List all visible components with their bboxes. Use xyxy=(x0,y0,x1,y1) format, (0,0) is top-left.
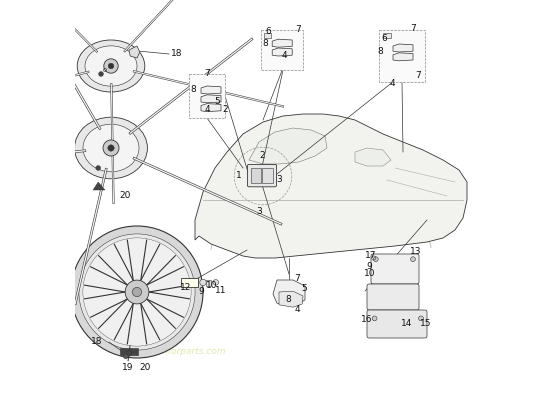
Text: 7: 7 xyxy=(204,70,210,78)
Circle shape xyxy=(98,72,103,76)
Text: 7: 7 xyxy=(415,72,421,80)
Bar xyxy=(262,168,273,183)
Text: 1: 1 xyxy=(236,171,242,180)
Circle shape xyxy=(419,316,424,321)
Circle shape xyxy=(79,234,195,350)
Text: 16: 16 xyxy=(361,316,373,324)
FancyBboxPatch shape xyxy=(261,30,303,70)
Ellipse shape xyxy=(77,40,145,92)
Text: 20: 20 xyxy=(139,364,151,372)
Ellipse shape xyxy=(85,46,137,86)
Text: 3: 3 xyxy=(276,176,282,184)
Circle shape xyxy=(71,226,203,358)
Text: 2: 2 xyxy=(259,152,265,160)
FancyBboxPatch shape xyxy=(189,74,225,118)
Text: 4: 4 xyxy=(204,106,210,114)
Polygon shape xyxy=(129,46,140,58)
Circle shape xyxy=(108,145,114,151)
FancyBboxPatch shape xyxy=(371,254,419,284)
Bar xyxy=(264,33,271,38)
Bar xyxy=(251,168,261,183)
Text: 4: 4 xyxy=(282,51,288,60)
Text: 8: 8 xyxy=(286,295,292,304)
Polygon shape xyxy=(195,114,467,258)
Ellipse shape xyxy=(75,117,147,179)
Bar xyxy=(181,278,198,287)
Text: 5: 5 xyxy=(214,98,220,106)
Polygon shape xyxy=(393,44,413,52)
Circle shape xyxy=(104,59,118,73)
Text: 9: 9 xyxy=(198,287,204,296)
Polygon shape xyxy=(201,86,221,94)
Text: 4: 4 xyxy=(389,79,395,88)
Polygon shape xyxy=(355,148,391,166)
FancyBboxPatch shape xyxy=(379,30,425,82)
Circle shape xyxy=(123,354,128,359)
Circle shape xyxy=(200,279,206,286)
Text: 8: 8 xyxy=(262,39,268,48)
Text: 7: 7 xyxy=(410,24,416,33)
Text: 2: 2 xyxy=(222,106,228,114)
Polygon shape xyxy=(272,39,292,47)
Circle shape xyxy=(133,287,141,297)
Circle shape xyxy=(213,280,218,285)
Circle shape xyxy=(411,257,415,262)
Text: 18: 18 xyxy=(91,338,103,346)
Text: 18: 18 xyxy=(171,50,183,58)
Text: 11: 11 xyxy=(215,286,227,295)
Polygon shape xyxy=(279,291,303,307)
Circle shape xyxy=(103,140,119,156)
Text: 12: 12 xyxy=(180,284,191,292)
Polygon shape xyxy=(201,95,221,103)
Text: 6: 6 xyxy=(266,27,272,36)
Text: 14: 14 xyxy=(400,319,412,328)
Ellipse shape xyxy=(83,124,139,172)
Text: 17: 17 xyxy=(365,252,377,260)
Text: 4: 4 xyxy=(294,305,300,314)
Circle shape xyxy=(96,166,101,170)
Text: 19: 19 xyxy=(122,363,133,372)
Circle shape xyxy=(108,63,114,69)
Polygon shape xyxy=(393,53,413,61)
Polygon shape xyxy=(272,48,292,56)
Circle shape xyxy=(83,238,191,346)
FancyBboxPatch shape xyxy=(367,284,419,310)
Bar xyxy=(120,348,138,356)
Bar xyxy=(383,33,391,38)
Text: 10: 10 xyxy=(364,269,375,278)
Bar xyxy=(206,280,211,286)
Text: 7: 7 xyxy=(295,25,301,34)
Text: 5: 5 xyxy=(301,284,307,293)
Polygon shape xyxy=(201,104,221,112)
Circle shape xyxy=(373,257,378,262)
Text: 7: 7 xyxy=(294,274,300,283)
Polygon shape xyxy=(93,182,105,190)
Text: a passionforparts.com: a passionforparts.com xyxy=(125,348,226,356)
FancyBboxPatch shape xyxy=(367,310,427,338)
Text: 3: 3 xyxy=(256,208,262,216)
Text: 8: 8 xyxy=(190,86,196,94)
Text: 9: 9 xyxy=(366,262,372,271)
Text: 15: 15 xyxy=(420,319,431,328)
Circle shape xyxy=(126,350,132,356)
Circle shape xyxy=(125,280,149,304)
Polygon shape xyxy=(249,128,327,164)
Text: 10: 10 xyxy=(206,281,218,290)
Text: 13: 13 xyxy=(410,248,421,256)
Circle shape xyxy=(372,316,377,321)
Polygon shape xyxy=(273,280,305,306)
Text: 6: 6 xyxy=(381,34,387,43)
Text: 8: 8 xyxy=(377,47,383,56)
Text: 20: 20 xyxy=(119,192,131,200)
FancyBboxPatch shape xyxy=(248,164,277,187)
